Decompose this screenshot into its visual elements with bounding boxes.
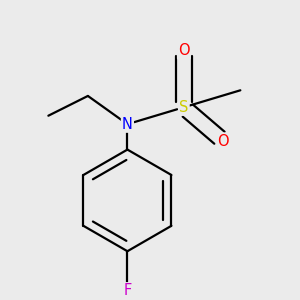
Text: O: O — [218, 134, 229, 148]
Text: F: F — [123, 283, 131, 298]
Text: S: S — [179, 100, 189, 115]
Text: N: N — [122, 117, 133, 132]
Text: O: O — [178, 43, 190, 58]
